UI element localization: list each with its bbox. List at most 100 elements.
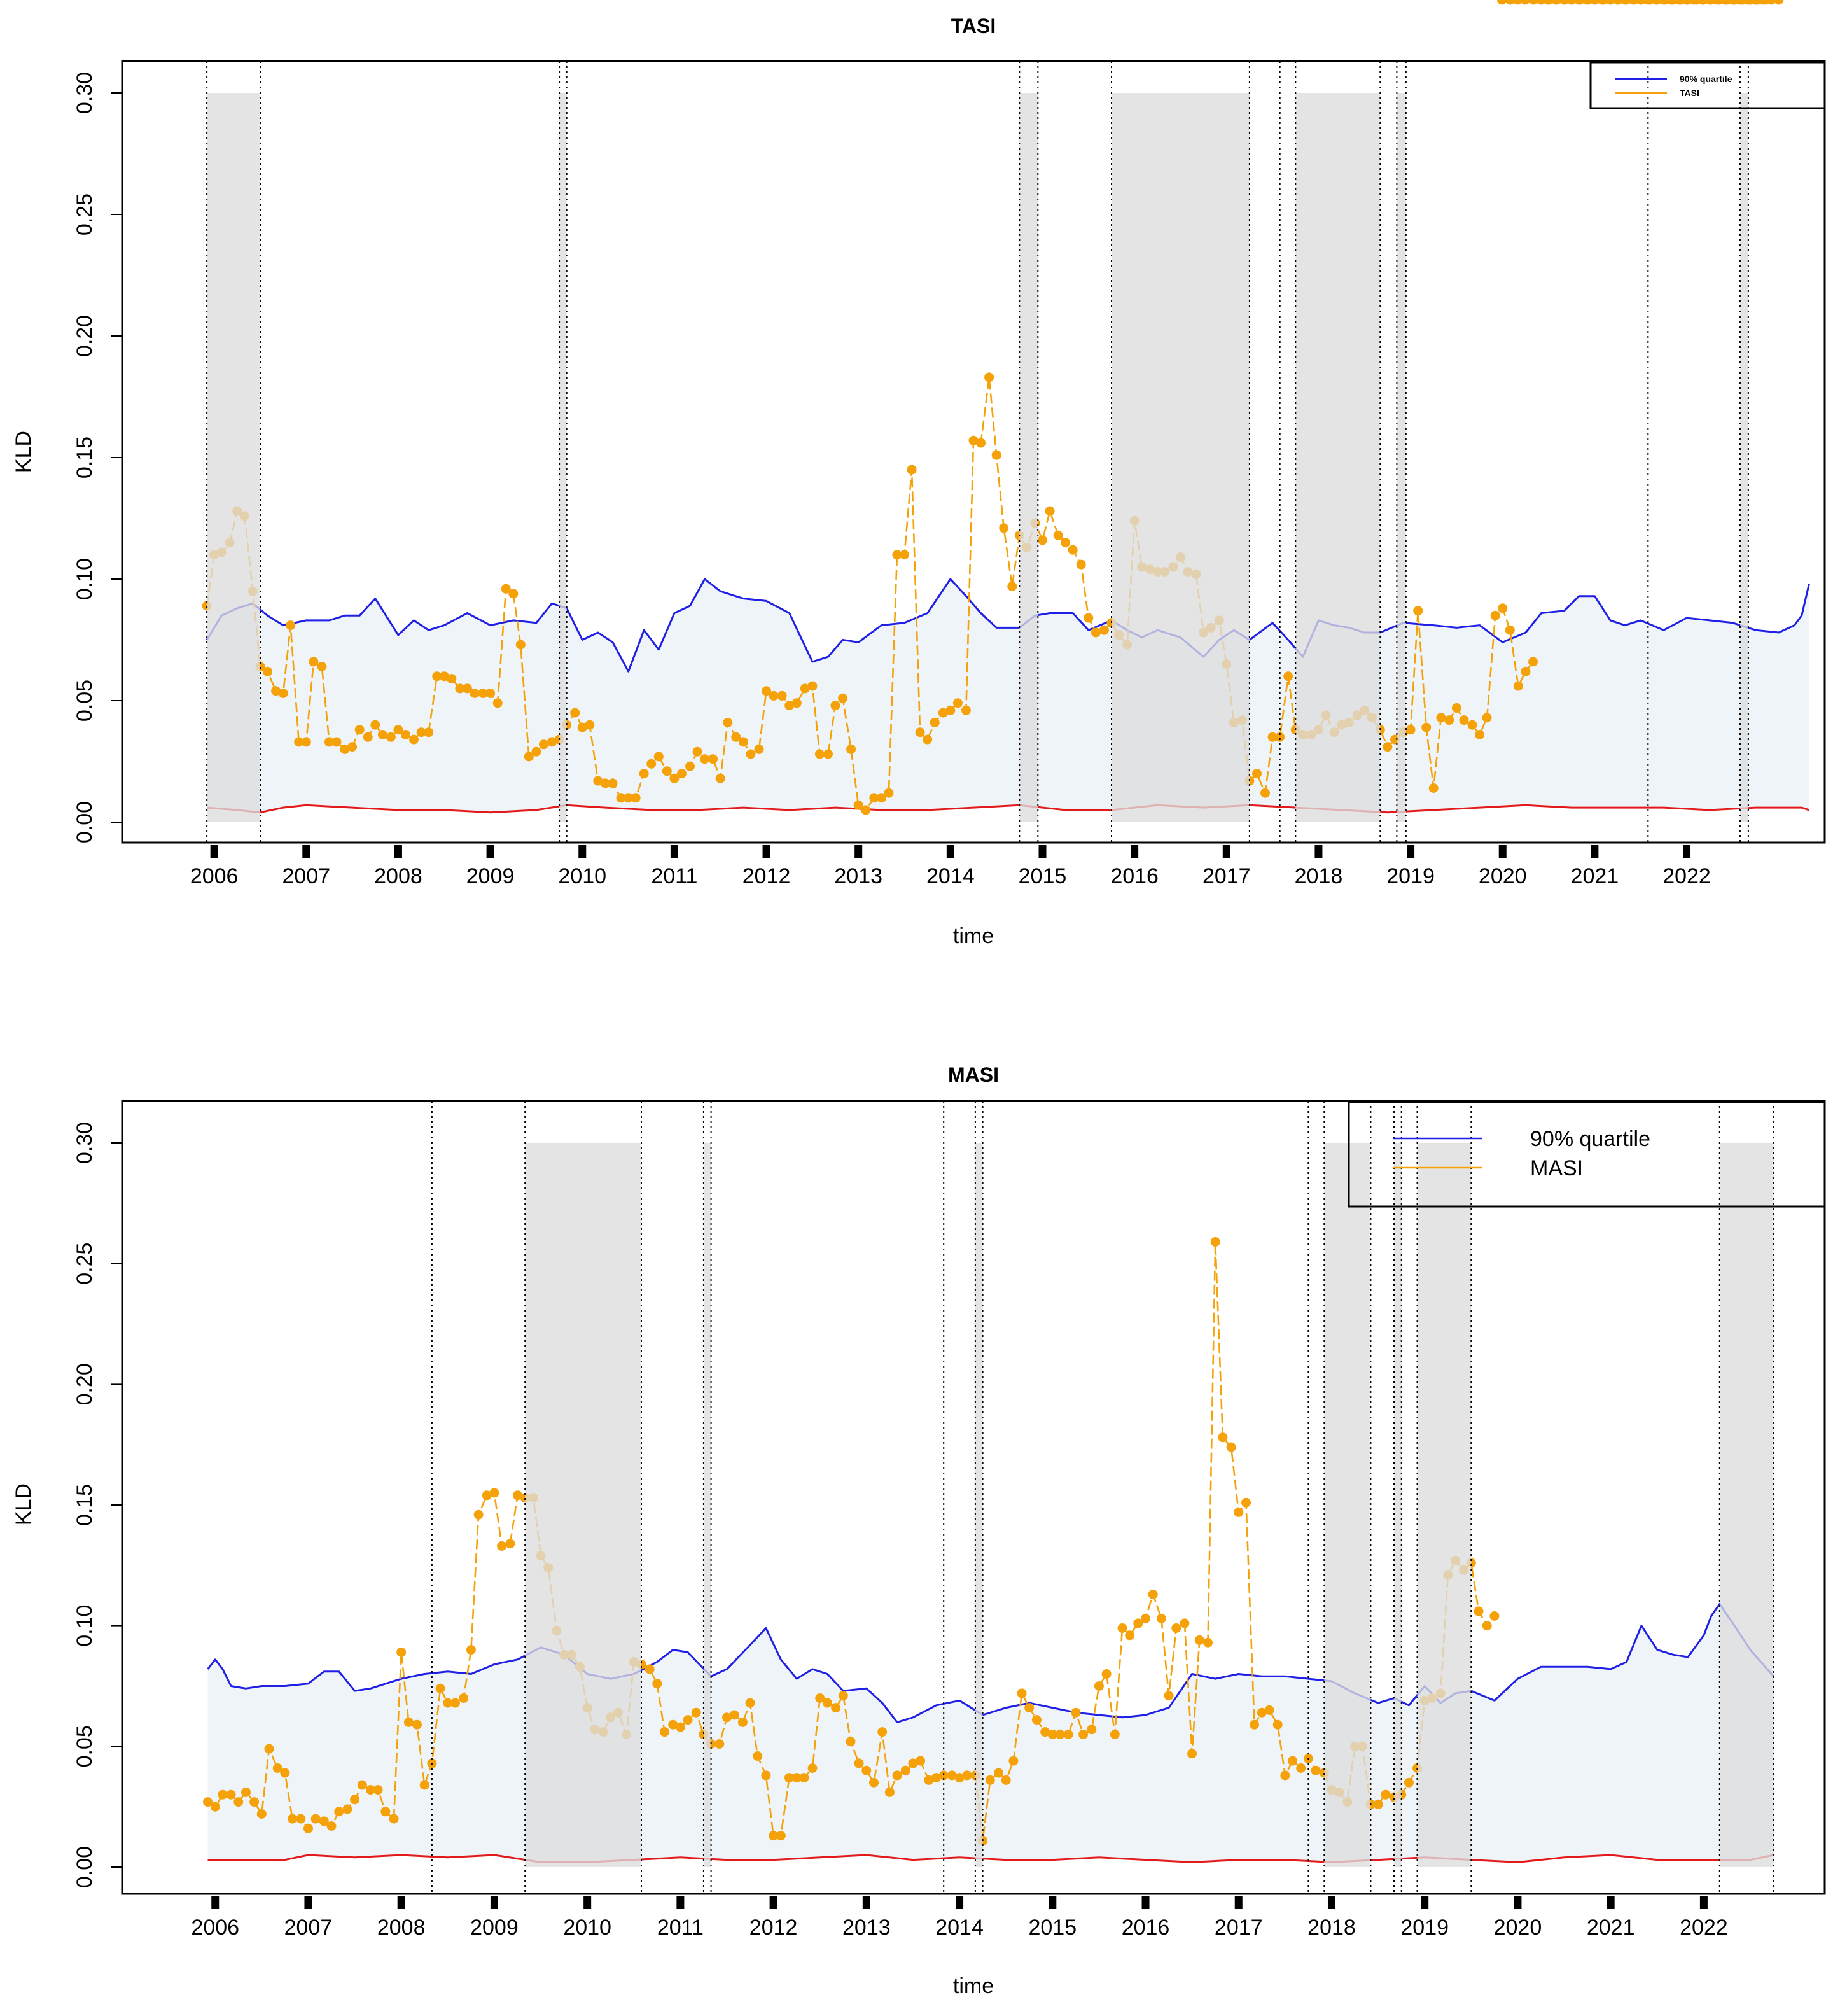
x-tick [854,845,863,858]
kld-point [1459,715,1469,725]
y-tick-label: 0.25 [73,193,97,235]
x-tick-label: 2014 [926,864,975,888]
kld-point [1001,1775,1011,1785]
kld-point [1566,0,1577,5]
kld-point [807,681,818,691]
kld-point [1381,1789,1391,1800]
kld-point [1280,1770,1290,1781]
kld-point [753,1751,763,1761]
x-tick [1607,1896,1615,1909]
y-axis-label: KLD [11,431,36,473]
kld-point [386,732,396,742]
kld-point [531,746,541,757]
kld-point [1125,1630,1135,1641]
kld-point [1738,0,1748,5]
kld-point [439,671,449,682]
kld-point [241,1787,251,1797]
kld-point [1497,0,1507,5]
kld-point [807,1763,818,1773]
x-tick [583,1896,592,1909]
kld-point [396,1647,407,1657]
y-tick-label: 0.00 [73,801,97,843]
kld-point [608,778,618,788]
kld-point [1482,1621,1492,1631]
kld-point [1007,582,1017,591]
kld-point [1636,0,1647,5]
kld-point [1218,1432,1228,1443]
kld-point [331,737,342,747]
x-tick-label: 2016 [1110,864,1159,888]
kld-point [263,666,272,676]
kld-point [409,734,419,745]
kld-point [884,788,894,798]
shaded-period [1719,1143,1774,1867]
x-tick-label: 2021 [1587,1915,1635,1940]
kld-point [272,1763,282,1773]
kld-point [1234,1507,1244,1517]
kld-point [1753,0,1763,5]
shaded-period [525,1143,641,1867]
kld-point [1180,1618,1190,1628]
kld-point [1257,1707,1267,1718]
kld-point [505,1539,515,1549]
kld-point [389,1814,399,1824]
kld-point [478,689,488,698]
kld-point [210,1802,220,1812]
kld-point [317,662,327,671]
kld-point [226,1789,236,1800]
kld-point [876,793,886,803]
kld-point [1528,0,1538,5]
kld-point [976,438,986,448]
shaded-period [1417,1143,1472,1867]
kld-point [968,435,979,445]
kld-point [1475,730,1485,739]
kld-point [677,769,687,779]
x-tick [1234,1896,1243,1909]
kld-point [931,1773,941,1783]
kld-point [616,793,626,803]
x-tick [956,1896,964,1909]
kld-point [660,1727,669,1737]
kld-point [401,730,410,739]
kld-point [1084,613,1094,623]
kld-point [1203,1637,1213,1648]
kld-point [869,1777,879,1788]
x-tick-label: 2007 [282,864,330,888]
kld-point [473,1509,484,1520]
kld-point [416,727,426,738]
kld-point [354,725,365,735]
kld-point [403,1717,414,1727]
kld-point [1171,1623,1181,1633]
x-tick-label: 2018 [1307,1915,1356,1940]
plot-frame [121,1100,1826,1895]
quartile-90-line [206,578,1810,673]
x-tick-label: 2013 [842,1915,891,1940]
x-tick [769,1896,777,1909]
x-tick-label: 2019 [1400,1915,1449,1940]
chart-panel-tasi: 0.00 0.05 0.10 0.15 0.20 0.25 0.30 2006 2007 2008… [11,0,1826,948]
plot-frame [121,60,1826,844]
shaded-period [703,1143,711,1867]
x-tick [1141,1896,1150,1909]
kld-point [1668,0,1678,5]
kld-point [1436,713,1446,723]
kld-point [1544,0,1554,5]
x-tick-label: 2014 [935,1915,984,1940]
kld-point [692,746,702,757]
x-tick [1407,845,1415,858]
kld-point [1528,657,1538,667]
kld-point [1264,1705,1274,1715]
kld-point [1099,625,1109,635]
kld-point [508,589,519,599]
kld-point [1053,530,1063,540]
kld-point [1038,535,1047,545]
x-tick-label: 2013 [834,864,882,888]
confidence-band [207,579,1809,813]
kld-point [324,737,334,747]
x-tick-label: 2007 [284,1915,333,1940]
kld-point [1405,725,1416,735]
kld-point [838,1691,848,1701]
kld-point [1110,1729,1120,1739]
kld-point [466,1645,476,1655]
x-axis-label: time [953,924,994,948]
